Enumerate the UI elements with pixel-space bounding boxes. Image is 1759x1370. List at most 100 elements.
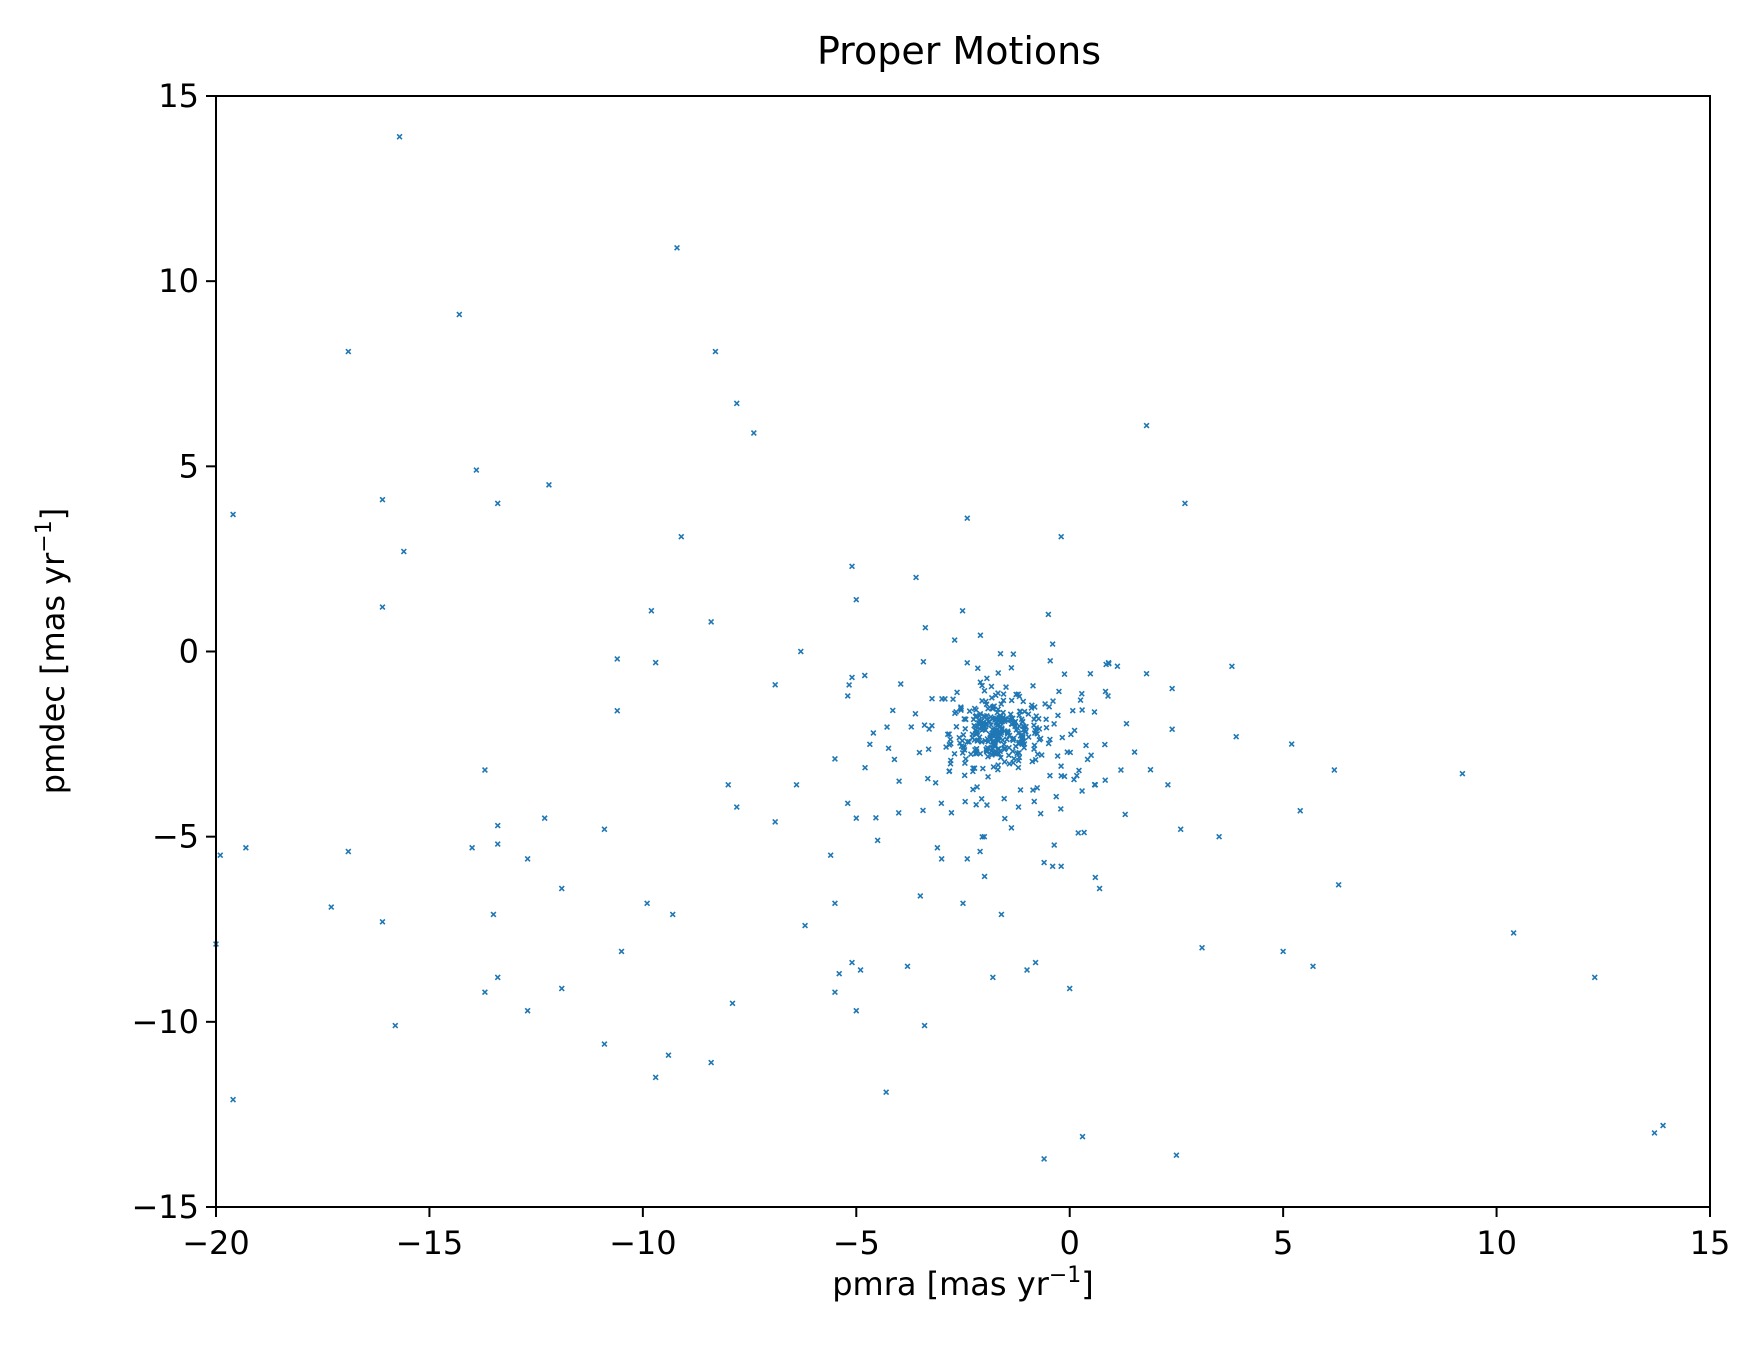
- data-point: [921, 722, 928, 729]
- data-point: [961, 760, 968, 767]
- x-tick-label: 15: [1690, 1224, 1731, 1262]
- data-point: [995, 737, 1002, 744]
- data-point: [920, 807, 926, 814]
- data-point: [874, 837, 881, 844]
- chart-title: Proper Motions: [817, 29, 1101, 73]
- data-point: [985, 705, 992, 712]
- data-point: [1045, 611, 1052, 618]
- data-point: [1000, 691, 1007, 698]
- data-point: [978, 795, 985, 802]
- data-point: [990, 763, 997, 770]
- data-point: [983, 675, 990, 682]
- data-point: [995, 670, 1002, 676]
- data-point: [1008, 824, 1015, 831]
- data-point: [1032, 727, 1039, 734]
- data-point: [1001, 758, 1008, 765]
- y-tick-label: −15: [131, 1188, 199, 1226]
- data-point: [1076, 767, 1082, 774]
- data-point: [948, 809, 955, 816]
- data-point: [995, 750, 1002, 757]
- data-point: [1042, 700, 1049, 707]
- data-point: [929, 695, 935, 702]
- x-tick-label: −20: [182, 1224, 250, 1262]
- data-point: [1006, 760, 1013, 767]
- data-point: [1053, 793, 1060, 800]
- data-point: [1459, 770, 1466, 777]
- data-point: [1088, 752, 1095, 759]
- data-point: [1114, 663, 1121, 670]
- data-point: [960, 900, 966, 907]
- data-point: [1066, 985, 1073, 992]
- x-axis-label-text: pmra [mas yr: [832, 1265, 1049, 1303]
- data-point: [1331, 767, 1338, 773]
- data-point: [912, 710, 919, 717]
- data-point: [1091, 709, 1098, 715]
- data-point: [1043, 724, 1050, 731]
- data-point: [990, 727, 997, 734]
- y-axis-label-text: pmdec [mas yr: [34, 552, 72, 794]
- data-point: [230, 511, 237, 518]
- data-point: [1045, 740, 1052, 747]
- data-point: [975, 737, 981, 744]
- data-point: [990, 733, 997, 739]
- data-point: [996, 717, 1003, 723]
- data-point: [750, 430, 757, 436]
- data-point: [951, 750, 958, 757]
- data-point: [964, 515, 971, 522]
- data-point: [1049, 863, 1056, 870]
- data-point: [1059, 734, 1066, 741]
- data-point: [712, 348, 719, 355]
- data-point: [831, 755, 838, 762]
- data-point: [396, 133, 403, 140]
- data-point: [1046, 736, 1053, 743]
- data-point: [1001, 746, 1008, 753]
- data-point: [979, 833, 986, 840]
- data-point: [946, 741, 953, 748]
- data-point: [961, 716, 968, 722]
- data-point: [1061, 671, 1068, 678]
- data-point: [1029, 787, 1036, 794]
- data-point: [946, 768, 953, 774]
- data-point: [1092, 874, 1099, 881]
- data-point: [966, 708, 973, 715]
- data-point: [1228, 663, 1235, 670]
- data-point: [987, 714, 994, 720]
- data-point: [1015, 764, 1022, 771]
- data-point: [970, 786, 976, 793]
- data-point: [1081, 829, 1088, 836]
- data-point: [1280, 948, 1287, 955]
- data-point: [944, 731, 951, 738]
- data-point: [1038, 752, 1045, 759]
- data-point: [1233, 733, 1240, 740]
- data-point: [1001, 795, 1008, 802]
- data-point: [1057, 805, 1064, 812]
- data-point: [772, 681, 779, 688]
- data-point: [1169, 726, 1176, 733]
- data-point: [995, 762, 1002, 769]
- data-point: [964, 738, 971, 745]
- data-point: [1031, 798, 1038, 805]
- data-point: [971, 705, 978, 712]
- data-point: [1143, 422, 1150, 429]
- data-point: [1032, 959, 1039, 966]
- data-point: [1173, 1152, 1180, 1159]
- data-point: [971, 765, 978, 772]
- data-point: [545, 481, 552, 488]
- data-point: [974, 665, 981, 672]
- data-point: [473, 467, 480, 474]
- data-point: [1651, 1129, 1658, 1136]
- data-point: [962, 755, 969, 762]
- data-point: [558, 885, 565, 892]
- data-point: [960, 731, 967, 738]
- data-point: [992, 748, 999, 755]
- data-point: [1075, 829, 1082, 836]
- data-point: [916, 749, 923, 756]
- data-point: [1101, 741, 1108, 748]
- y-tick-label: 5: [179, 447, 199, 485]
- data-point: [733, 400, 740, 407]
- data-point: [954, 689, 961, 696]
- data-point: [988, 694, 995, 701]
- data-point: [962, 798, 969, 805]
- data-point: [981, 687, 988, 694]
